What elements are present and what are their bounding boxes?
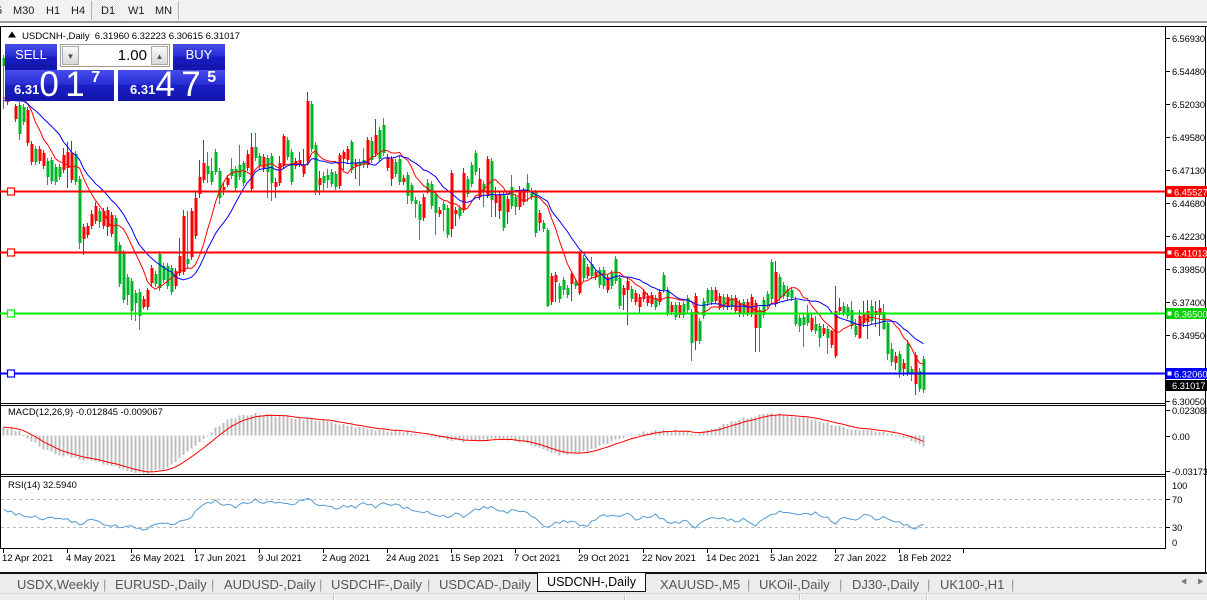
svg-text:24 Aug 2021: 24 Aug 2021 xyxy=(386,553,439,564)
svg-text:6.42230: 6.42230 xyxy=(1172,232,1205,242)
svg-text:6.37400: 6.37400 xyxy=(1172,298,1205,308)
svg-text:12 Apr 2021: 12 Apr 2021 xyxy=(2,553,53,564)
svg-text:6.36500: 6.36500 xyxy=(1174,310,1207,320)
svg-text:17 Jun 2021: 17 Jun 2021 xyxy=(194,553,246,564)
svg-text:6.54480: 6.54480 xyxy=(1172,67,1205,77)
svg-text:18 Feb 2022: 18 Feb 2022 xyxy=(898,553,951,564)
svg-text:26 May 2021: 26 May 2021 xyxy=(130,553,185,564)
svg-text:22 Nov 2021: 22 Nov 2021 xyxy=(642,553,696,564)
svg-text:9 Jul 2021: 9 Jul 2021 xyxy=(258,553,302,564)
svg-text:100: 100 xyxy=(1172,481,1187,491)
svg-text:6.39850: 6.39850 xyxy=(1172,265,1205,275)
svg-text:6.47130: 6.47130 xyxy=(1172,166,1205,176)
svg-text:0: 0 xyxy=(1172,538,1177,548)
svg-text:6.44680: 6.44680 xyxy=(1172,199,1205,209)
svg-text:USDCNH-,Daily 6.31960 6.32223: USDCNH-,Daily 6.31960 6.32223 6.30615 6.… xyxy=(22,31,240,42)
svg-text:6.49580: 6.49580 xyxy=(1172,133,1205,143)
svg-text:6.56930: 6.56930 xyxy=(1172,34,1205,44)
svg-text:6.45527: 6.45527 xyxy=(1174,188,1207,198)
svg-text:RSI(14) 32.5940: RSI(14) 32.5940 xyxy=(8,479,77,490)
svg-text:6.32060: 6.32060 xyxy=(1174,370,1207,380)
svg-text:4 May 2021: 4 May 2021 xyxy=(66,553,116,564)
svg-text:6.34950: 6.34950 xyxy=(1172,331,1205,341)
svg-text:29 Oct 2021: 29 Oct 2021 xyxy=(578,553,630,564)
svg-text:14 Dec 2021: 14 Dec 2021 xyxy=(706,553,760,564)
svg-text:6.31017: 6.31017 xyxy=(1172,381,1206,391)
svg-text:7 Oct 2021: 7 Oct 2021 xyxy=(514,553,560,564)
svg-text:70: 70 xyxy=(1172,495,1182,505)
svg-text:30: 30 xyxy=(1172,523,1182,533)
svg-text:15 Sep 2021: 15 Sep 2021 xyxy=(450,553,504,564)
svg-text:27 Jan 2022: 27 Jan 2022 xyxy=(834,553,886,564)
svg-text:6.52030: 6.52030 xyxy=(1172,100,1205,110)
svg-text:0.023089: 0.023089 xyxy=(1172,406,1207,416)
svg-text:6.41013: 6.41013 xyxy=(1174,249,1207,259)
svg-text:MACD(12,26,9) -0.012845 -0.009: MACD(12,26,9) -0.012845 -0.009067 xyxy=(8,406,163,417)
svg-text:5 Jan 2022: 5 Jan 2022 xyxy=(770,553,817,564)
svg-text:2 Aug 2021: 2 Aug 2021 xyxy=(322,553,370,564)
svg-text:0.00: 0.00 xyxy=(1172,432,1190,442)
svg-text:6.30050: 6.30050 xyxy=(1172,397,1205,407)
